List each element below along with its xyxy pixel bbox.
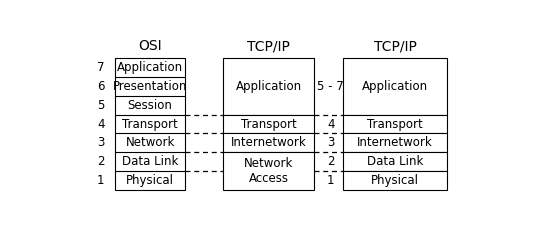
Bar <box>115 58 185 190</box>
Bar <box>223 115 314 133</box>
Text: Transport: Transport <box>122 117 178 130</box>
Text: Physical: Physical <box>126 174 174 187</box>
Text: Network
Access: Network Access <box>244 157 293 185</box>
Text: 2: 2 <box>97 155 105 168</box>
Text: Data Link: Data Link <box>367 155 423 168</box>
Bar <box>343 58 447 115</box>
Text: Application: Application <box>235 80 302 93</box>
Text: Transport: Transport <box>241 117 296 130</box>
Text: Internetwork: Internetwork <box>230 136 307 149</box>
Text: OSI: OSI <box>138 39 162 53</box>
Bar <box>223 133 314 152</box>
Text: Data Link: Data Link <box>122 155 178 168</box>
Text: 1: 1 <box>327 174 334 187</box>
Text: Session: Session <box>128 99 173 112</box>
Text: 1: 1 <box>97 174 105 187</box>
Text: 2: 2 <box>327 155 334 168</box>
Bar <box>343 133 447 152</box>
Text: 7: 7 <box>97 61 105 74</box>
Bar <box>343 171 447 190</box>
Text: 6: 6 <box>97 80 105 93</box>
Text: Presentation: Presentation <box>113 80 187 93</box>
Bar <box>343 115 447 133</box>
Text: TCP/IP: TCP/IP <box>247 39 290 53</box>
Text: Physical: Physical <box>371 174 419 187</box>
Text: 4: 4 <box>327 117 334 130</box>
Text: Network: Network <box>125 136 175 149</box>
Text: TCP/IP: TCP/IP <box>374 39 416 53</box>
Bar <box>343 152 447 171</box>
Text: Application: Application <box>117 61 183 74</box>
Text: Transport: Transport <box>367 117 423 130</box>
Bar <box>223 58 314 115</box>
Text: 4: 4 <box>97 117 105 130</box>
Text: 5: 5 <box>97 99 105 112</box>
Text: 3: 3 <box>97 136 105 149</box>
Text: Internetwork: Internetwork <box>358 136 433 149</box>
Text: 3: 3 <box>327 136 334 149</box>
Text: Application: Application <box>362 80 428 93</box>
Bar <box>223 152 314 190</box>
Text: 5 - 7: 5 - 7 <box>317 80 344 93</box>
